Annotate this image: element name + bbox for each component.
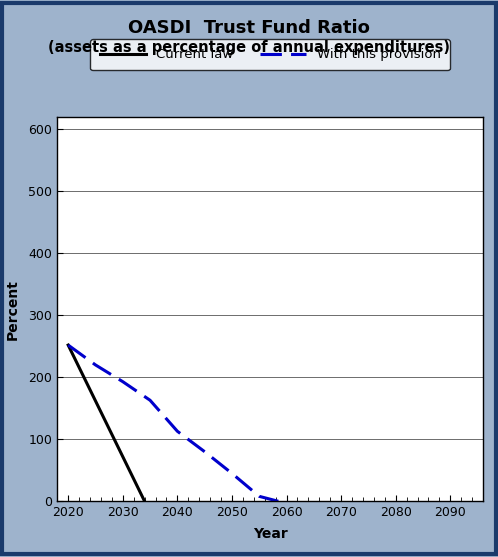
Legend: Current law, With this provision: Current law, With this provision bbox=[90, 39, 450, 71]
Text: (assets as a percentage of annual expenditures): (assets as a percentage of annual expend… bbox=[48, 40, 450, 55]
X-axis label: Year: Year bbox=[253, 527, 287, 541]
Y-axis label: Percent: Percent bbox=[6, 278, 20, 340]
Text: OASDI  Trust Fund Ratio: OASDI Trust Fund Ratio bbox=[128, 19, 370, 37]
